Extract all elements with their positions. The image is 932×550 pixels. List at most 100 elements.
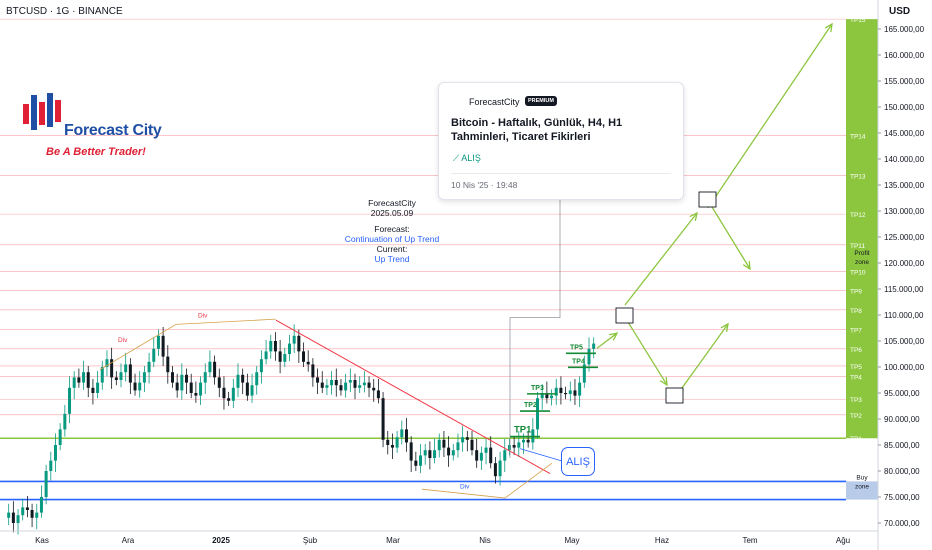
projection-up-4 [681,323,729,389]
div-label-1: Div [118,337,128,344]
candle-body [68,387,72,414]
projection-box-3 [698,191,717,208]
tp-axis-label: TP2 [850,413,862,420]
tp-axis-label: TP15 [850,17,866,24]
candle-body [199,382,203,396]
logo-tagline: Be A Better Trader! [46,146,146,158]
candle-body [175,382,179,391]
time-tick-label: 2025 [212,536,230,545]
candle-body [91,387,95,393]
candle-body [386,439,390,445]
candle-body [287,343,291,354]
projection-up-3-head [824,22,833,33]
candle-body [419,455,423,466]
candle-body [540,393,544,399]
candle-body [231,387,235,401]
candle-body [114,377,118,380]
tp-axis-label: TP9 [850,289,862,296]
price-tick-label: 135.000,00 [884,181,925,190]
time-tick-label: Tem [742,536,757,545]
price-tick-label: 80.000,00 [884,467,920,476]
tp-axis-label: TP11 [850,243,865,250]
price-tick-label: 75.000,00 [884,493,920,502]
candle-body [222,387,226,399]
tp-axis-label: TP6 [850,347,862,354]
candle-body [395,437,399,448]
price-tick-label: 95.000,00 [884,389,920,398]
tp-axis-label: TP10 [850,269,866,276]
price-tick-label: 90.000,00 [884,415,920,424]
projection-up-4-head [720,322,729,332]
signal-badge: ⟋ ALIŞ [453,153,481,163]
candle-body [142,372,146,383]
idea-title[interactable]: Bitcoin - Haftalık, Günlük, H4, H1 Tahmi… [451,117,623,143]
candle-body [273,341,277,352]
price-tick-label: 160.000,00 [884,51,925,60]
price-tick-label: 150.000,00 [884,103,925,112]
projection-down-2 [711,206,751,270]
alis-callout: ALIŞ [561,447,595,476]
time-tick-label: May [564,536,579,545]
candle-body [259,359,263,373]
candle-body [390,445,394,448]
idea-connector-line [509,198,561,458]
candle-body [559,387,563,393]
candle-body [545,393,549,399]
price-axis: TP1 TP2 TP3 TP4 TP5 TP6 TP7 TP8 TP9 TP10 TP11 TP12 T… [846,0,925,550]
downtrend-line [275,319,551,475]
candle-body [423,450,427,456]
candle-body [587,348,591,365]
symbol-title[interactable]: BTCUSD · 1G · BINANCE [6,6,123,17]
candle-body [241,374,245,383]
projection-down-2-head [742,260,751,271]
candle-body [400,429,404,438]
candle-body [358,385,362,388]
candle-body [568,390,572,395]
candle-body [264,351,268,360]
candle-body [86,372,90,388]
candle-body [372,387,376,391]
candle-body [245,382,249,396]
candle-body [564,393,568,395]
time-tick-label: Ağu [836,536,850,545]
candle-body [592,343,596,349]
forecast-label: Forecast: [374,224,410,234]
candle-body [442,439,446,448]
candle-body [152,348,156,362]
candle-body [479,452,483,461]
candle-body [334,380,338,386]
candle-body [554,387,558,396]
candle-body [311,364,315,378]
candle-body [255,372,259,386]
candle-body [320,382,324,388]
chart-annotations: Div Div Div TP1 TP2 TP3 TP4 TP5 [99,198,598,499]
forecast-note: ForecastCity 2025.05.09 Forecast: Contin… [322,198,462,264]
buy-zone-label-1: Buy [856,474,868,481]
candle-body [512,445,516,448]
candle-body [447,447,451,456]
candle-body [451,450,455,456]
price-tick-label: 155.000,00 [884,77,925,86]
chart-tp-label: TP4 [572,358,585,365]
candle-body [526,439,530,443]
price-tick-label: 130.000,00 [884,207,925,216]
candle-body [489,447,493,464]
projection-down-1 [627,321,668,386]
projection-path [596,22,833,404]
idea-card[interactable]: ForecastCity PREMIUM Bitcoin - Haftalık,… [438,82,684,200]
candle-body [7,512,11,518]
candle-body [278,351,282,362]
candle-body [573,390,577,396]
candle-body [189,382,193,393]
candle-body [100,367,104,383]
candle-body [414,460,418,466]
currency-label[interactable]: USD [889,6,911,17]
projection-up-1-head [609,332,619,341]
projection-up-1 [596,332,618,349]
candle-body [35,512,39,518]
candle-body [161,335,165,357]
current-value: Up Trend [374,254,410,264]
idea-author[interactable]: ForecastCity [469,97,520,107]
candle-body [404,429,408,443]
